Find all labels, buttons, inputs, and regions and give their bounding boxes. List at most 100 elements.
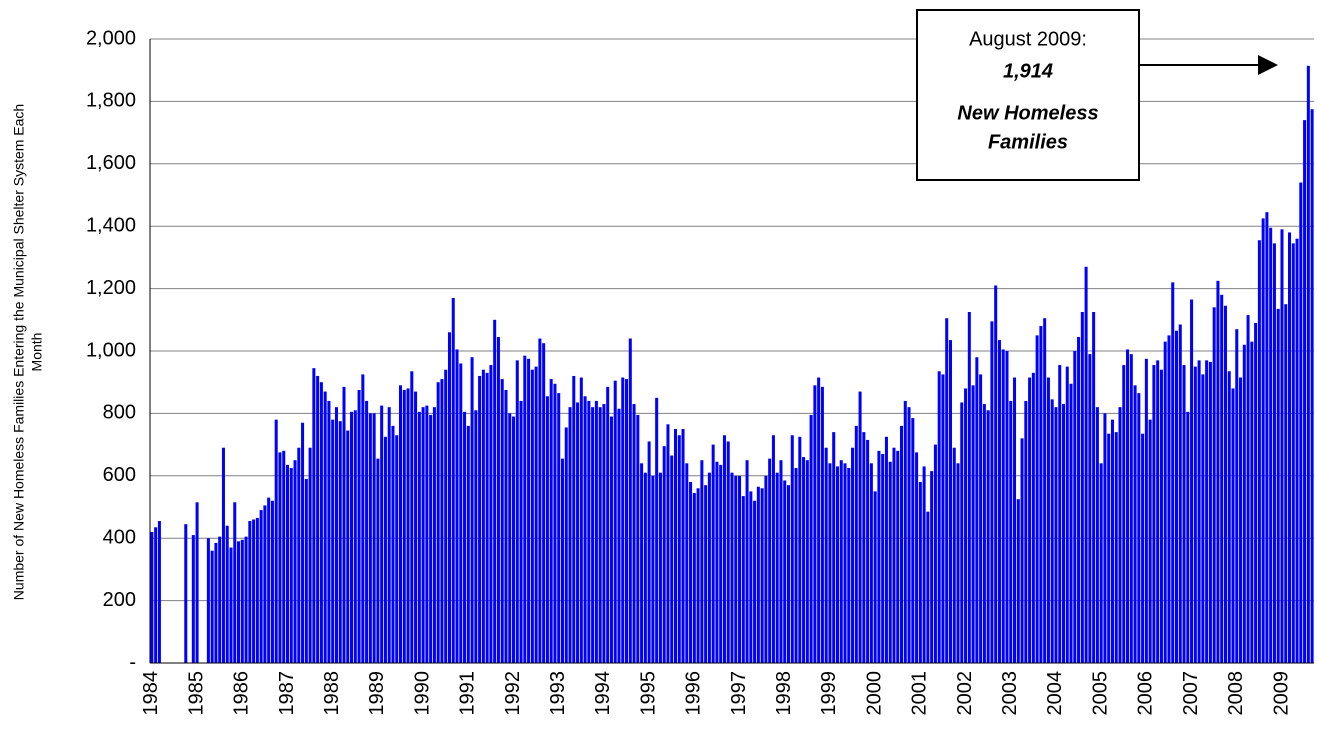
bar — [621, 377, 625, 663]
bar — [764, 475, 768, 663]
bar — [1129, 354, 1133, 663]
x-tick-label: 2008 — [1225, 671, 1247, 716]
bar — [244, 536, 248, 663]
bar — [282, 450, 286, 663]
bar — [1020, 438, 1024, 663]
bar — [368, 413, 372, 663]
bar — [1208, 361, 1212, 663]
bar — [1174, 330, 1179, 663]
bar — [402, 390, 406, 663]
x-tick-label: 1993 — [547, 671, 569, 716]
bar — [278, 452, 282, 663]
bar — [538, 338, 542, 663]
x-tick-label: 1997 — [728, 671, 750, 716]
bar — [1193, 366, 1197, 663]
bar — [741, 496, 745, 663]
bar — [195, 502, 199, 663]
bar — [1039, 326, 1043, 663]
bar — [1272, 243, 1276, 664]
bar — [858, 391, 862, 663]
bar — [496, 336, 500, 663]
x-tick-label: 1986 — [231, 671, 253, 716]
bar — [1190, 299, 1194, 663]
y-tick-label: 400 — [103, 526, 136, 548]
x-tick: 2005 — [1089, 671, 1111, 716]
bar — [1156, 360, 1160, 663]
bar — [564, 427, 568, 663]
bar — [1201, 374, 1205, 663]
bar — [1220, 294, 1224, 663]
bar — [1099, 463, 1103, 663]
x-tick-label: 1999 — [818, 671, 840, 716]
bar — [1005, 351, 1009, 663]
x-tick-label: 1984 — [140, 671, 162, 716]
bar — [474, 410, 478, 663]
bar — [964, 388, 968, 663]
bar — [651, 475, 655, 663]
bar — [1137, 393, 1141, 663]
x-tick: 2007 — [1180, 671, 1202, 716]
bar — [892, 447, 896, 663]
bar — [847, 468, 851, 663]
bar — [1178, 324, 1182, 663]
bar — [613, 380, 617, 663]
bar — [1261, 218, 1265, 663]
bar — [975, 357, 979, 663]
x-tick: 2003 — [999, 671, 1021, 716]
bar — [1250, 341, 1254, 663]
bar — [361, 374, 365, 663]
bar — [1065, 366, 1069, 663]
bar — [587, 400, 591, 663]
bar — [704, 485, 708, 663]
bar — [225, 525, 229, 663]
bar — [775, 472, 779, 663]
bar — [1223, 305, 1227, 663]
bar — [421, 407, 425, 663]
bar — [869, 463, 873, 663]
bar — [956, 463, 960, 663]
bar — [289, 468, 293, 663]
y-tick-label: 1,000 — [86, 339, 136, 361]
x-tick-label: 2006 — [1135, 671, 1157, 716]
bar — [813, 385, 817, 663]
bar — [854, 425, 858, 663]
bar — [436, 382, 440, 663]
bar — [1110, 419, 1114, 663]
bar — [835, 466, 839, 663]
bar — [1310, 109, 1314, 663]
bar — [308, 447, 312, 663]
bar — [1088, 354, 1092, 663]
bar — [406, 388, 410, 663]
bar — [1141, 433, 1145, 663]
bar — [888, 461, 892, 663]
bar — [1299, 182, 1303, 663]
bar — [527, 358, 531, 663]
bar — [259, 510, 263, 663]
bar — [1216, 280, 1220, 663]
bar — [658, 472, 662, 663]
bar — [952, 447, 956, 663]
bar — [900, 425, 904, 663]
x-tick: 1992 — [502, 671, 524, 716]
bar — [267, 497, 271, 663]
bar — [979, 374, 983, 663]
bar — [1073, 351, 1077, 663]
bar — [986, 410, 990, 663]
bar — [530, 369, 534, 663]
bar — [809, 414, 813, 663]
bar — [568, 407, 572, 663]
bar — [1058, 365, 1062, 663]
bar — [1035, 335, 1039, 663]
bar — [628, 338, 632, 663]
bar — [681, 429, 685, 663]
bar — [907, 407, 911, 663]
bar — [625, 379, 629, 663]
x-tick: 1987 — [276, 671, 298, 716]
bar — [395, 435, 399, 663]
bar — [881, 453, 885, 663]
bar — [828, 463, 832, 663]
x-tick: 1996 — [683, 671, 705, 716]
bar — [1028, 377, 1032, 663]
bar — [274, 419, 278, 663]
